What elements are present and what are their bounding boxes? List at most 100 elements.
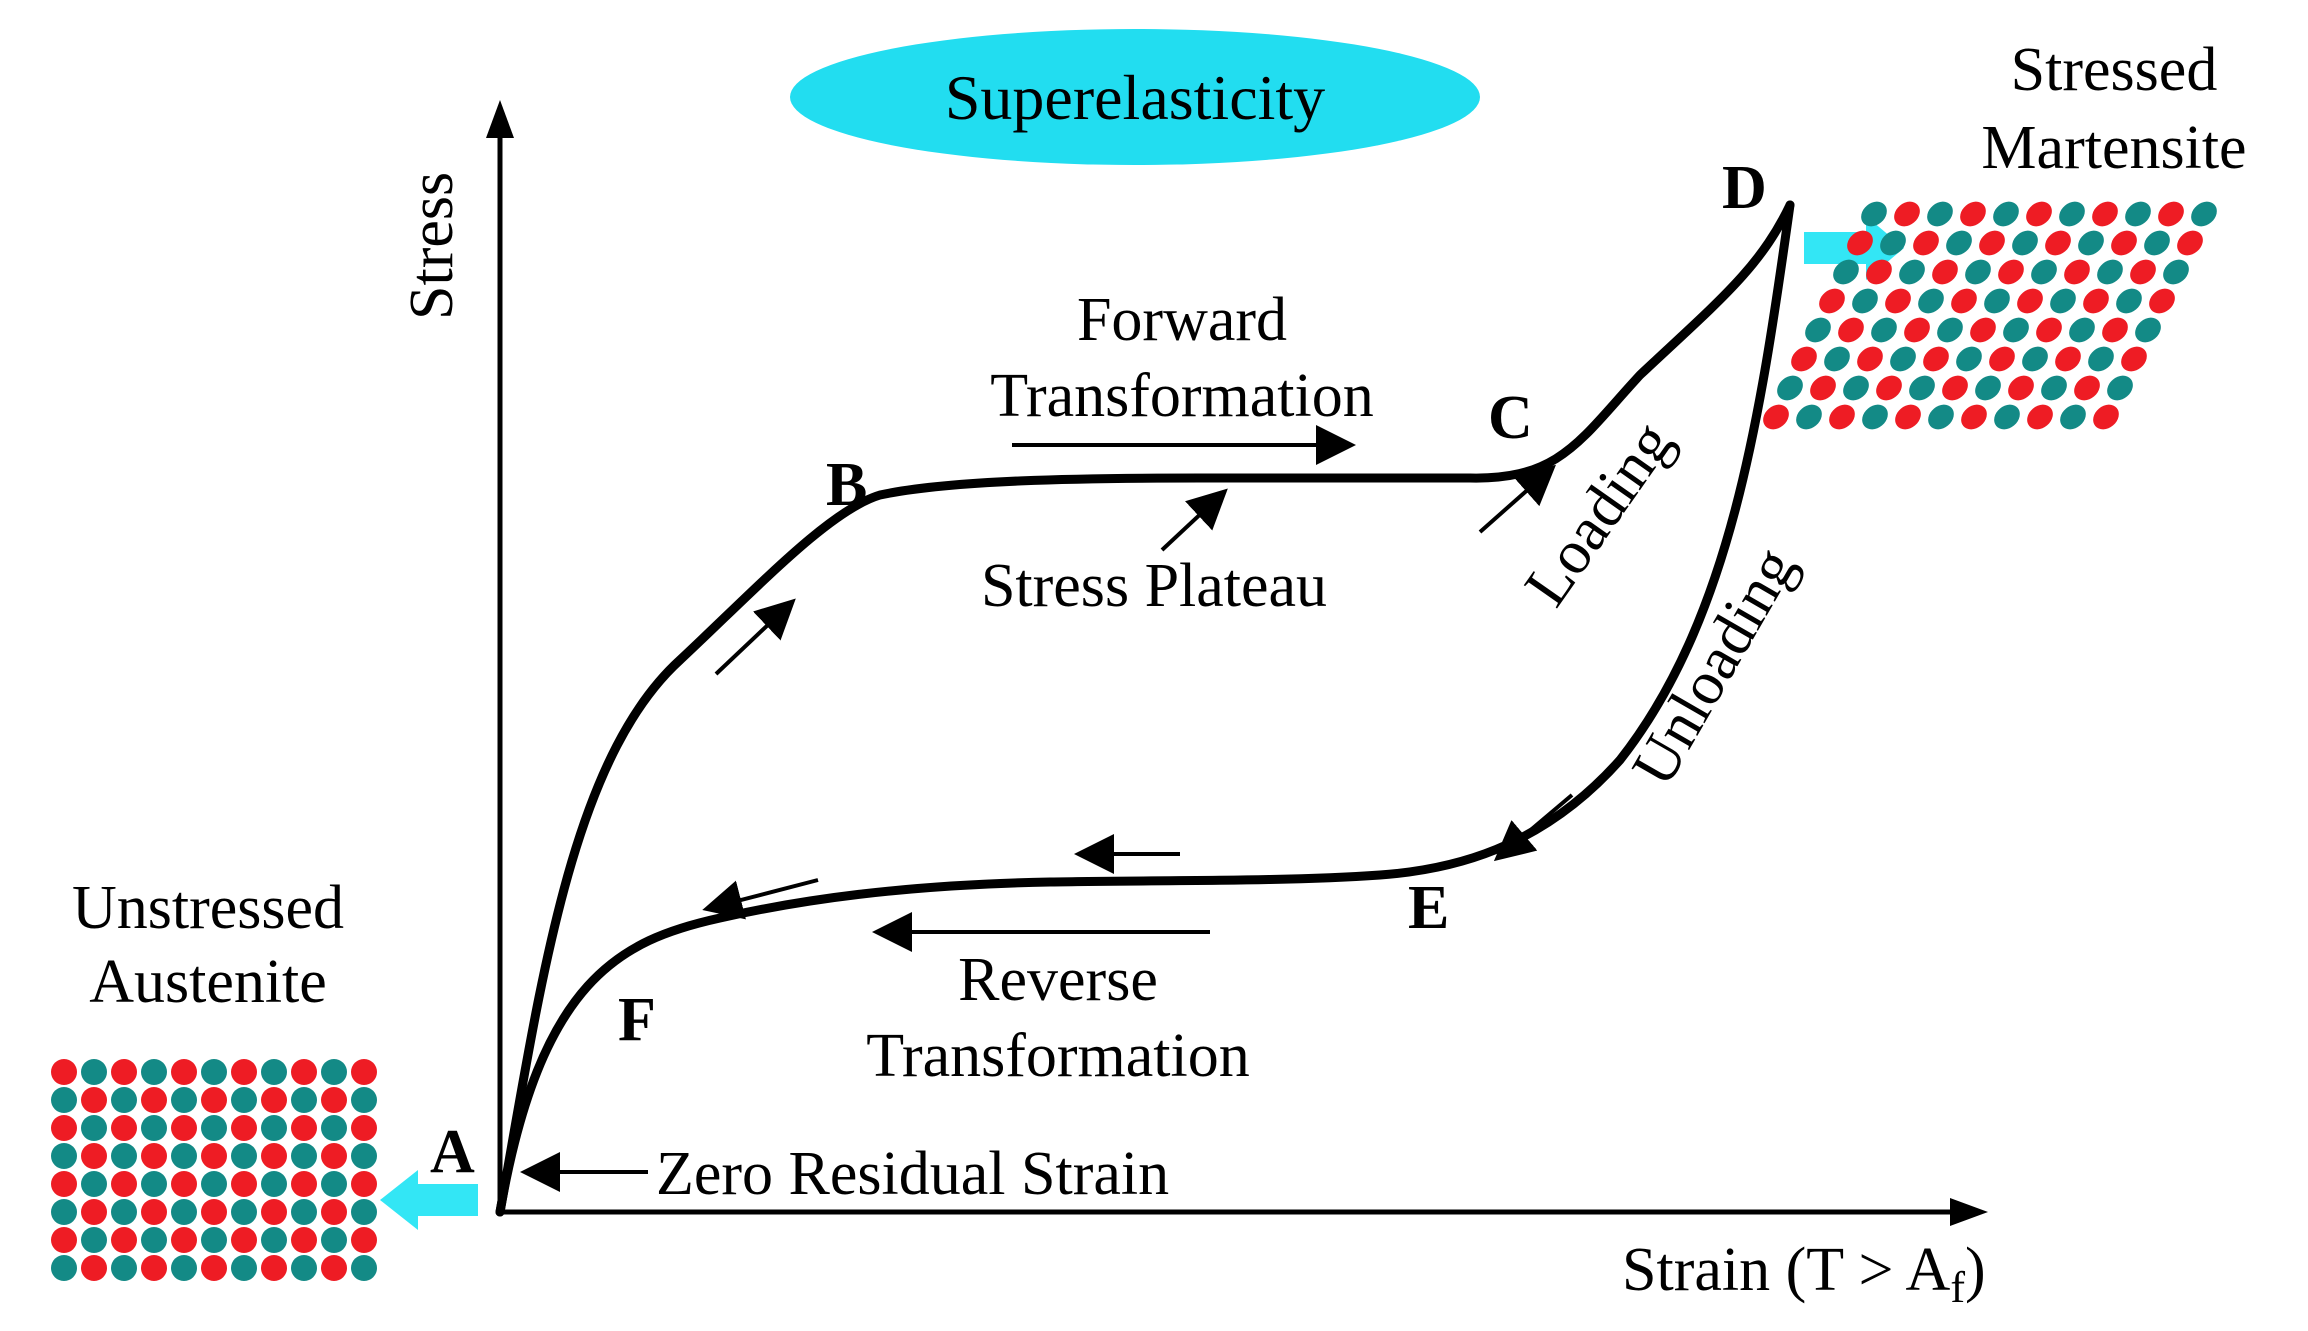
austenite-atom [201,1087,227,1113]
austenite-atom [321,1143,347,1169]
martensite-atom [1965,259,1991,285]
cyan-arrow-austenite [380,1170,478,1230]
martensite-atom [1824,346,1850,372]
martensite-atom [1932,259,1958,285]
martensite-atom [1993,201,2019,227]
austenite-atom [231,1087,257,1113]
austenite-atom [321,1171,347,1197]
martensite-atom [1984,288,2010,314]
x-axis-arrowhead [1950,1198,1988,1226]
martensite-atom [2036,317,2062,343]
martensite-atom [2069,317,2095,343]
forward-label-line2: Transformation [990,362,1373,430]
austenite-atom [261,1059,287,1085]
austenite-atom [261,1143,287,1169]
martensite-atom [1994,404,2020,430]
arrow-loading-elastic [714,598,796,676]
martensite-atom [2078,230,2104,256]
austenite-atom [291,1255,317,1281]
martensite-atom [1805,317,1831,343]
martensite-atom [1885,288,1911,314]
austenite-atom [351,1087,377,1113]
austenite-atom [321,1059,347,1085]
austenite-atom [261,1171,287,1197]
arrow-reverse-left [702,878,819,920]
martensite-atom [2041,375,2067,401]
martensite-atom [1946,230,1972,256]
martensite-atom [2012,230,2038,256]
austenite-atom [291,1115,317,1141]
martensite-atom [1857,346,1883,372]
martensite-atom [2130,259,2156,285]
austenite-atom [321,1227,347,1253]
austenite-atom [141,1199,167,1225]
point-e-label: E [1408,874,1449,942]
martensite-atom [1894,201,1920,227]
martensite-atom [1979,230,2005,256]
martensite-lattice [1763,201,2217,430]
austenite-atom [141,1087,167,1113]
austenite-atom [201,1059,227,1085]
austenite-atom [51,1255,77,1281]
austenite-atom [261,1087,287,1113]
martensite-atom [1862,404,1888,430]
martensite-atom [2017,288,2043,314]
austenite-atom [51,1087,77,1113]
martensite-atom [1819,288,1845,314]
unloading-curve [495,200,1795,1217]
martensite-atom [1918,288,1944,314]
martensite-atom [1960,201,1986,227]
point-a-label: A [430,1118,475,1186]
austenite-atom [111,1115,137,1141]
martensite-atom [2097,259,2123,285]
martensite-atom [2116,288,2142,314]
martensite-atom [1866,259,1892,285]
martensite-atom [1763,404,1789,430]
austenite-atom [81,1199,107,1225]
austenite-atom [261,1199,287,1225]
austenite-atom [171,1171,197,1197]
austenite-atom [111,1199,137,1225]
austenite-atom [171,1255,197,1281]
austenite-atom [201,1143,227,1169]
martensite-atom [1895,404,1921,430]
martensite-atom [1998,259,2024,285]
austenite-atom [291,1059,317,1085]
martensite-atom [2158,201,2184,227]
martensite-atom [1833,259,1859,285]
zero-residual-label: Zero Residual Strain [656,1140,1169,1208]
austenite-atom [141,1115,167,1141]
austenite-atom [111,1227,137,1253]
martensite-atom [2055,346,2081,372]
austenite-atom [351,1227,377,1253]
austenite-atom [111,1255,137,1281]
martensite-atom [1937,317,1963,343]
martensite-atom [1861,201,1887,227]
arrow-unloading-e [1493,793,1574,862]
martensite-atom [1942,375,1968,401]
stressed-label-line1: Stressed [2011,36,2218,104]
martensite-atom [2008,375,2034,401]
austenite-atom [201,1255,227,1281]
austenite-atom [231,1115,257,1141]
austenite-atom [51,1171,77,1197]
y-axis-arrowhead [486,100,514,138]
austenite-atom [141,1255,167,1281]
martensite-atom [2088,346,2114,372]
stress-plateau-label: Stress Plateau [981,552,1327,620]
martensite-atom [1928,404,1954,430]
martensite-atom [1847,230,1873,256]
austenite-atom [81,1255,107,1281]
title-ellipse [790,29,1480,165]
martensite-atom [2163,259,2189,285]
martensite-atom [1913,230,1939,256]
martensite-atom [2149,288,2175,314]
martensite-atom [1899,259,1925,285]
martensite-atom [1970,317,1996,343]
martensite-atom [2125,201,2151,227]
unstressed-label-line1: Unstressed [72,874,344,942]
martensite-atom [1777,375,1803,401]
martensite-atom [1904,317,1930,343]
martensite-atom [2144,230,2170,256]
